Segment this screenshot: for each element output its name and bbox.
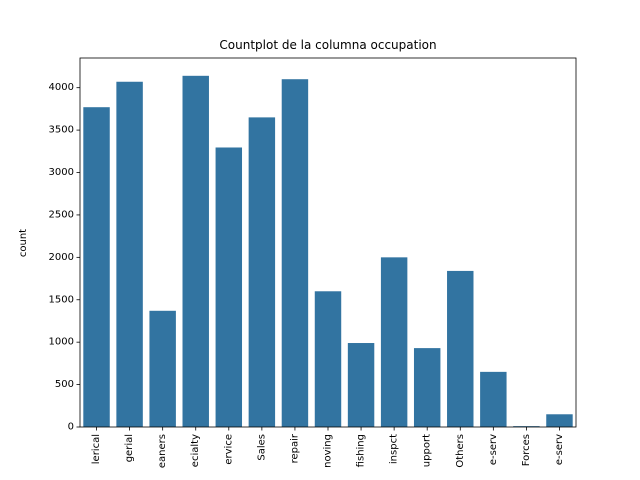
y-tick-label-5: 2500 xyxy=(49,209,74,220)
bar-8 xyxy=(347,343,375,427)
x-tick-label-9: inspct xyxy=(389,434,400,464)
bar-10 xyxy=(413,348,441,427)
bar-14 xyxy=(546,414,573,427)
y-tick-label-1: 500 xyxy=(55,379,74,390)
x-tick-label-6: repair xyxy=(289,433,300,463)
x-tick-label-7: noving xyxy=(323,434,334,468)
bar-3 xyxy=(182,75,209,427)
x-tick-label-8: fishing xyxy=(356,434,367,467)
y-tick-label-8: 4000 xyxy=(49,82,74,93)
y-tick-label-4: 2000 xyxy=(49,252,74,263)
bar-7 xyxy=(314,291,342,427)
bar-1 xyxy=(116,81,143,427)
bar-5 xyxy=(248,117,276,427)
x-tick-label-14: e-serv xyxy=(554,434,565,465)
x-tick-label-11: Others xyxy=(455,434,466,468)
x-tick-label-4: ervice xyxy=(223,434,234,465)
bar-2 xyxy=(149,310,176,427)
plot-frame xyxy=(79,57,577,428)
bar-4 xyxy=(215,147,243,428)
y-tick-label-2: 1000 xyxy=(49,337,74,348)
x-tick-label-2: eaners xyxy=(157,434,168,468)
chart-title: Countplot de la columna occupation xyxy=(219,38,436,52)
y-tick-label-3: 1500 xyxy=(49,294,74,305)
y-axis-label: count xyxy=(18,229,29,257)
bar-6 xyxy=(281,79,309,428)
x-tick-label-3: ecialty xyxy=(190,434,201,467)
bar-13 xyxy=(513,426,540,427)
bar-12 xyxy=(480,371,507,427)
x-tick-label-5: Sales xyxy=(256,434,267,461)
bar-11 xyxy=(447,270,474,427)
y-tick-label-6: 3000 xyxy=(49,167,74,178)
y-axis-ticks: 0 500 1000 1500 2000 2500 3000 3500 4000 xyxy=(49,82,80,433)
bar-0 xyxy=(83,107,110,427)
x-axis-ticks: lerical gerial eaners ecialty ervice Sales rep… xyxy=(91,427,565,468)
x-tick-label-13: Forces xyxy=(521,434,532,466)
bars-group xyxy=(83,75,573,428)
x-tick-label-0: lerical xyxy=(91,434,102,464)
y-tick-label-0: 0 xyxy=(68,422,74,433)
x-tick-label-1: gerial xyxy=(124,434,135,462)
x-tick-label-10: upport xyxy=(422,434,433,467)
x-tick-label-12: e-serv xyxy=(488,434,499,465)
y-tick-label-7: 3500 xyxy=(49,125,74,136)
bar-9 xyxy=(380,257,408,427)
